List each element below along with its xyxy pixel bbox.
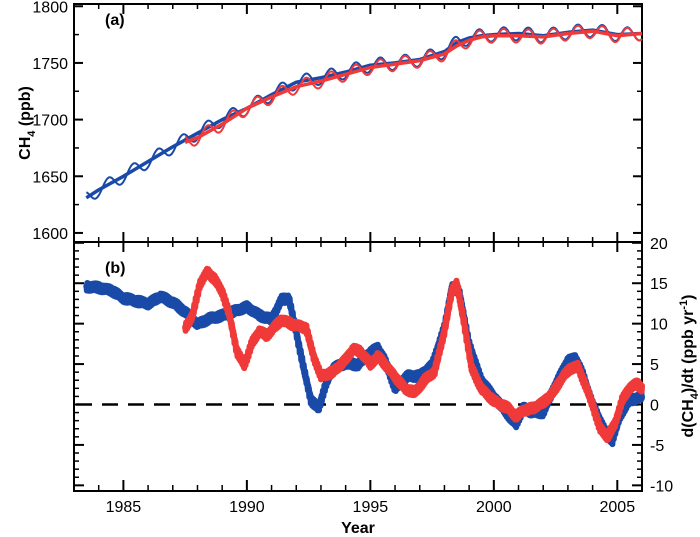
- panel-a-red-seasonal-line: [184, 24, 643, 147]
- panel-a-ytick-label: 1700: [32, 113, 68, 130]
- panel-b-ytick-label: -10: [650, 478, 673, 495]
- panel-a-label: (a): [105, 12, 125, 29]
- panel-b-ytick-label: 0: [650, 397, 659, 414]
- panel-b-xtick-label: 1990: [229, 499, 265, 516]
- panel-b-ytick-label: 15: [650, 276, 668, 293]
- panel-a-ytick-label: 1800: [32, 0, 68, 16]
- panel-a-ytick-label: 1650: [32, 169, 68, 186]
- panel-b-series: [83, 265, 645, 448]
- panel-a-ylabel-main: CH: [17, 137, 34, 160]
- panel-b-ylabel-main: d(CH: [680, 399, 697, 437]
- panel-b-red-growth-line: [182, 265, 645, 444]
- panel-b-ylabel-end: ): [680, 295, 697, 300]
- panel-a-series: [85, 23, 643, 200]
- panel-a-red-trend-line: [184, 29, 643, 144]
- panel-a-frame: [73, 3, 643, 243]
- panel-b-xtick-label: 1985: [106, 499, 142, 516]
- panel-b-ylabel-mid: )/dt (ppb yr: [680, 310, 697, 394]
- panel-a-y-axis-label: CH4 (ppb): [17, 86, 38, 160]
- panel-b-ytick-label: 5: [650, 357, 659, 374]
- panel-b-ytick-label: 20: [650, 236, 668, 253]
- panel-b-ylabel-sub: 4: [689, 392, 700, 399]
- panel-b-ylabel-sup: -1: [678, 300, 690, 310]
- panel-b-ytick-label: -5: [650, 438, 664, 455]
- panel-a-ytick-label: 1750: [32, 56, 68, 73]
- panel-a-ytick-label: 1600: [32, 226, 68, 243]
- panel-a-blue-seasonal-line: [85, 23, 643, 200]
- panel-b-ytick-label: 10: [650, 317, 668, 334]
- panel-a-ylabel-rest: (ppb): [17, 86, 34, 130]
- x-axis-label: Year: [341, 520, 375, 537]
- panel-b-y-axis-label: d(CH4)/dt (ppb yr-1): [678, 295, 700, 438]
- panel-b-frame: [73, 241, 643, 492]
- panel-a-ticks: 1600 1650 1700 1750 1800: [32, 0, 643, 243]
- panel-b-xtick-label: 1995: [353, 499, 389, 516]
- panel-a-ylabel-sub: 4: [26, 130, 38, 137]
- panel-b-xtick-label: 2000: [476, 499, 512, 516]
- panel-b-label: (b): [105, 260, 125, 277]
- panel-b-growth-rate: -10 -5 0 5 10 15 20 1985 1990 1995 2000 2005 (b) Ye…: [73, 236, 700, 537]
- panel-a-ch4-concentration: 1600 1650 1700 1750 1800 (a) CH4 (ppb): [17, 0, 643, 243]
- panel-b-xtick-label: 2005: [600, 499, 636, 516]
- panel-a-blue-trend-line: [85, 28, 643, 200]
